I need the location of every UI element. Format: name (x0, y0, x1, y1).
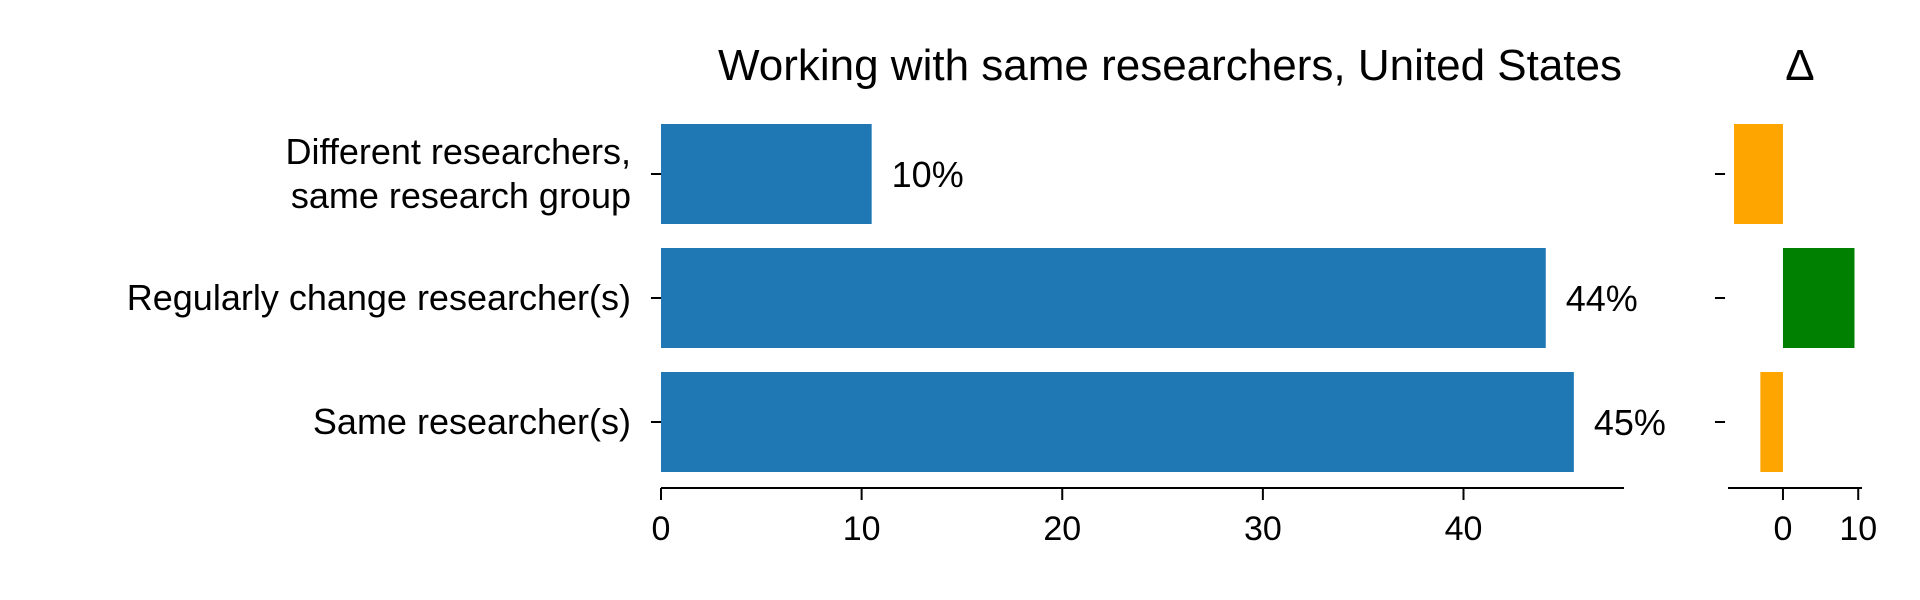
delta-x-tick-label: 0 (1773, 510, 1792, 548)
delta-bar (1760, 372, 1783, 472)
x-tick-label: 0 (652, 510, 671, 548)
data-label: 45% (1594, 402, 1666, 443)
category-label: Same researcher(s) (313, 401, 631, 442)
x-tick-label: 20 (1043, 510, 1081, 548)
x-tick-label: 30 (1244, 510, 1282, 548)
x-tick-label: 40 (1445, 510, 1483, 548)
bar (661, 124, 872, 224)
data-label: 44% (1566, 278, 1638, 319)
main-plot: 10% Different researchers, same research g… (127, 124, 1666, 548)
bar (661, 372, 1574, 472)
delta-plot: 0 10 (1715, 124, 1877, 548)
data-label: 10% (892, 154, 964, 195)
x-tick-label: 10 (843, 510, 881, 548)
main-chart-title: Working with same researchers, United St… (718, 41, 1622, 90)
category-label: Regularly change researcher(s) (127, 277, 631, 318)
delta-bar (1782, 248, 1855, 348)
delta-chart-title: Δ (1785, 41, 1814, 90)
delta-bar (1734, 124, 1783, 224)
bar (661, 248, 1546, 348)
category-label: Different researchers, same research grou… (286, 131, 631, 216)
delta-x-tick-label: 10 (1839, 510, 1877, 548)
